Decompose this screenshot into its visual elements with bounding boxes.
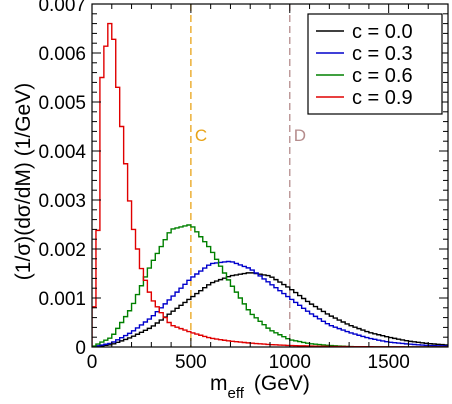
marker-label-c: C	[195, 126, 207, 145]
y-tick-label: 0.007	[38, 0, 86, 16]
legend-label-3: c = 0.9	[352, 87, 413, 109]
x-tick-label: 0	[87, 352, 98, 373]
legend: c = 0.0c = 0.3c = 0.6c = 0.9	[307, 13, 443, 115]
y-tick-label: 0.003	[38, 191, 86, 212]
series-line-2	[92, 224, 448, 347]
legend-label-1: c = 0.3	[352, 43, 413, 65]
x-tick-label: 1500	[368, 352, 410, 373]
x-axis-title-unit: (GeV)	[254, 372, 310, 395]
x-tick-label: 1000	[269, 352, 311, 373]
series-line-0	[92, 272, 448, 347]
x-tick-label: 500	[175, 352, 207, 373]
x-axis-title: meff (GeV)	[210, 372, 310, 402]
axes: 0 500 1000 1500 0 0.001 0.002 0.003 0.004 0.005 0.…	[12, 0, 449, 402]
y-tick-label: 0	[75, 338, 86, 359]
legend-label-2: c = 0.6	[352, 65, 413, 87]
series-line-1	[92, 260, 448, 347]
legend-label-0: c = 0.0	[352, 21, 413, 43]
y-tick-label: 0.006	[38, 44, 86, 65]
y-tick-label: 0.005	[38, 93, 86, 114]
x-axis-title-main: m	[210, 372, 228, 395]
y-tick-label: 0.001	[38, 289, 86, 310]
y-tick-label: 0.004	[38, 142, 86, 163]
y-tick-label: 0.002	[38, 240, 86, 261]
y-axis-title: (1/σ)(dσ/dM) (1/GeV)	[12, 83, 35, 280]
marker-label-d: D	[294, 126, 306, 145]
x-axis-title-sub: eff	[228, 385, 245, 402]
